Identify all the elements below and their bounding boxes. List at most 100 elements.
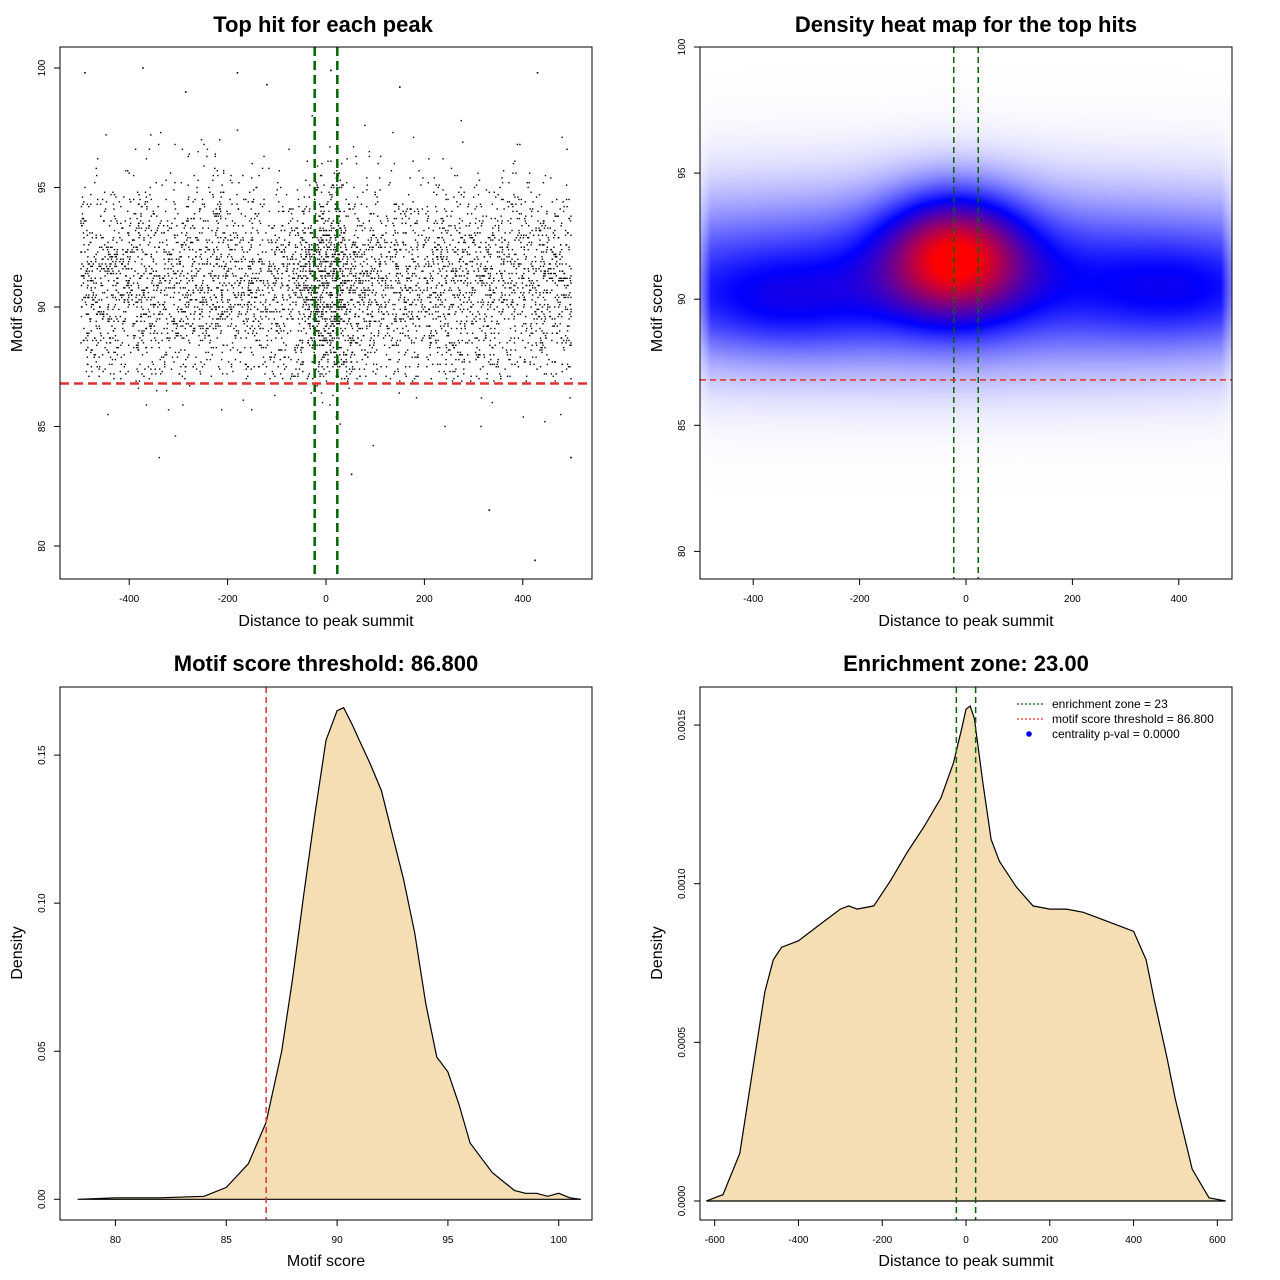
scatter-point <box>113 253 116 256</box>
scatter-point <box>402 313 404 315</box>
scatter-point <box>459 203 462 205</box>
scatter-point <box>99 339 102 342</box>
scatter-point <box>101 263 103 265</box>
scatter-point <box>456 327 458 330</box>
scatter-point <box>363 320 366 323</box>
scatter-point <box>291 289 294 291</box>
scatter-point <box>123 299 125 301</box>
scatter-point <box>452 248 454 251</box>
scatter-point <box>356 196 359 198</box>
scatter-point <box>181 311 183 313</box>
scatter-point <box>403 256 405 258</box>
scatter-point <box>411 272 414 275</box>
scatter-point <box>163 289 166 291</box>
scatter-point <box>120 363 123 366</box>
scatter-point <box>322 334 324 337</box>
scatter-point <box>142 222 144 225</box>
scatter-point <box>292 208 294 210</box>
scatter-point <box>520 263 522 265</box>
scatter-point <box>428 158 430 160</box>
scatter-point <box>452 370 454 373</box>
scatter-point <box>312 299 314 301</box>
scatter-point <box>494 225 496 227</box>
scatter-point <box>122 268 124 270</box>
scatter-point <box>335 229 337 232</box>
scatter-point <box>331 301 334 303</box>
scatter-point <box>167 229 169 232</box>
scatter-point <box>242 239 245 241</box>
scatter-point <box>88 332 90 334</box>
scatter-point <box>129 291 131 294</box>
scatter-point <box>291 308 294 311</box>
scatter-point <box>539 291 541 294</box>
scatter-point <box>220 215 222 217</box>
scatter-point <box>399 296 401 299</box>
scatter-point <box>218 213 220 215</box>
scatter-point <box>221 306 224 308</box>
scatter-point <box>93 308 95 311</box>
scatter-point <box>201 366 204 368</box>
scatter-point <box>368 280 370 282</box>
scatter-point <box>98 366 101 368</box>
scatter-point <box>256 308 259 311</box>
scatter-point <box>397 368 399 370</box>
scatter-point <box>140 213 142 215</box>
scatter-point <box>309 258 311 260</box>
scatter-point <box>303 275 305 277</box>
scatter-point <box>334 236 337 239</box>
scatter-point <box>494 344 496 346</box>
scatter-point <box>356 287 358 289</box>
scatter-point <box>112 308 114 311</box>
scatter-point <box>214 215 216 217</box>
scatter-point <box>371 346 373 349</box>
scatter-point <box>323 229 325 232</box>
scatter-point <box>324 234 326 236</box>
scatter-point <box>427 215 430 217</box>
scatter-point <box>527 342 529 344</box>
scatter-point <box>469 260 471 263</box>
scatter-point <box>238 268 241 270</box>
scatter-point <box>393 291 395 294</box>
scatter-point <box>286 258 289 260</box>
scatter-point <box>316 313 318 315</box>
scatter-point <box>548 277 551 280</box>
scatter-point <box>381 234 383 236</box>
scatter-point <box>172 287 174 289</box>
scatter-point <box>359 296 361 299</box>
scatter-point <box>333 363 336 366</box>
scatter-point <box>118 201 121 203</box>
scatter-point <box>275 323 277 325</box>
scatter-point <box>478 349 481 351</box>
scatter-point <box>498 270 501 272</box>
scatter-point <box>167 287 170 289</box>
scatter-point <box>82 217 84 220</box>
scatter-point <box>147 234 150 236</box>
scatter-point <box>515 282 518 284</box>
scatter-point <box>361 253 363 256</box>
scatter-point <box>538 284 540 287</box>
scatter-point <box>324 268 326 270</box>
scatter-point <box>230 363 233 366</box>
scatter-point <box>396 272 398 275</box>
scatter-point <box>201 263 204 265</box>
scatter-point <box>207 327 209 330</box>
scatter-point <box>90 366 93 368</box>
scatter-point <box>265 251 267 253</box>
scatter-point <box>201 296 204 299</box>
scatter-point <box>159 311 161 313</box>
scatter-point <box>497 227 500 229</box>
scatter-point <box>107 320 109 323</box>
scatter-point <box>389 258 392 260</box>
scatter-point <box>86 229 88 232</box>
scatter-point <box>304 315 306 318</box>
scatter-point <box>230 366 233 368</box>
scatter-point <box>333 186 335 189</box>
scatter-point <box>343 361 345 363</box>
scatter-point <box>194 363 196 366</box>
scatter-point <box>150 303 152 306</box>
scatter-point <box>533 272 535 275</box>
scatter-point <box>101 318 104 320</box>
scatter-point <box>410 342 413 344</box>
scatter-point <box>188 303 190 306</box>
scatter-point <box>96 301 98 303</box>
